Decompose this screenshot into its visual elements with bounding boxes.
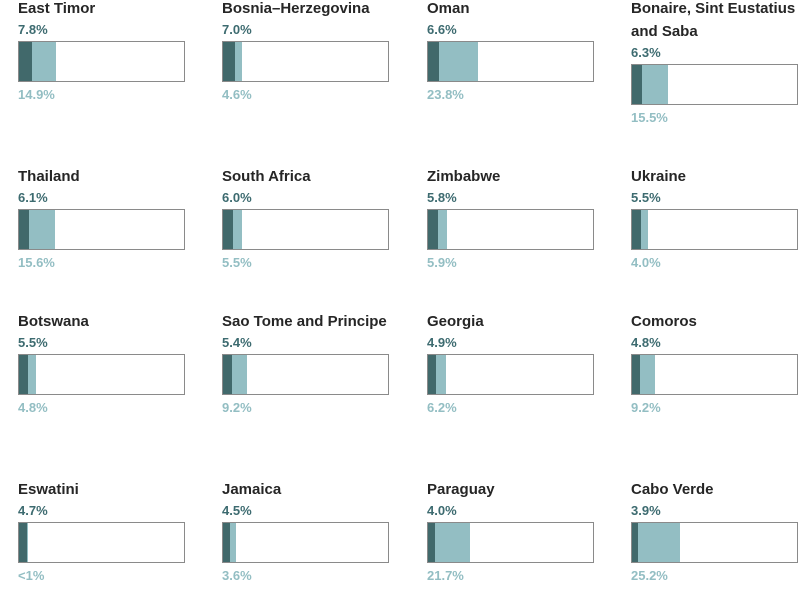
country-name: Botswana (18, 313, 89, 330)
value-label-primary: 4.5% (222, 503, 252, 518)
country-name: East Timor (18, 0, 96, 17)
value-label-primary: 5.5% (631, 190, 661, 205)
value-label-secondary: 5.5% (222, 255, 252, 270)
country-name: Cabo Verde (631, 481, 714, 498)
bar-track (222, 41, 389, 82)
country-name: Zimbabwe (427, 168, 501, 185)
bar-track (222, 209, 389, 250)
value-label-primary: 5.8% (427, 190, 457, 205)
country-name: Bosnia–Herzegovina (222, 0, 370, 17)
country-panel: Paraguay 4.0% 21.7% (427, 478, 602, 586)
bar-segment-primary (223, 42, 235, 81)
country-name: Bonaire, Sint Eustatius and Saba (631, 0, 796, 40)
bar-track (631, 354, 798, 395)
bar-segment-primary (428, 210, 438, 249)
country-panel: Oman 6.6% 23.8% (427, 0, 602, 105)
bar-track (631, 209, 798, 250)
country-panel: East Timor 7.8% 14.9% (18, 0, 193, 105)
value-label-secondary: 15.5% (631, 110, 668, 125)
country-name: Georgia (427, 313, 484, 330)
country-name: Ukraine (631, 168, 687, 185)
country-name: Paraguay (427, 481, 495, 498)
value-label-secondary: 4.8% (18, 400, 48, 415)
bar-track (427, 522, 594, 563)
bar-track (631, 522, 798, 563)
country-name: Comoros (631, 313, 697, 330)
country-panel: Botswana 5.5% 4.8% (18, 310, 193, 418)
country-name: Oman (427, 0, 470, 17)
country-name: Thailand (18, 168, 80, 185)
bar-track (427, 354, 594, 395)
country-panel: Cabo Verde 3.9% 25.2% (631, 478, 806, 586)
value-label-secondary: 25.2% (631, 568, 668, 583)
bar-segment-primary (19, 210, 30, 249)
country-panel: Ukraine 5.5% 4.0% (631, 165, 806, 273)
value-label-secondary: <1% (18, 568, 45, 583)
bar-track (18, 209, 185, 250)
bar-segment-primary (428, 523, 435, 562)
value-label-primary: 4.0% (427, 503, 457, 518)
bar-segment-primary (223, 210, 233, 249)
bar-track (18, 41, 185, 82)
bar-track (18, 522, 185, 563)
bar-segment-secondary (632, 523, 680, 562)
value-label-primary: 7.0% (222, 22, 252, 37)
value-label-secondary: 14.9% (18, 87, 55, 102)
country-name: Jamaica (222, 481, 282, 498)
bar-segment-primary (428, 42, 439, 81)
value-label-primary: 4.8% (631, 335, 661, 350)
country-panel: Georgia 4.9% 6.2% (427, 310, 602, 418)
country-panel: South Africa 6.0% 5.5% (222, 165, 397, 273)
bar-segment-primary (632, 210, 642, 249)
value-label-primary: 6.6% (427, 22, 457, 37)
value-label-secondary: 23.8% (427, 87, 464, 102)
value-label-primary: 6.3% (631, 45, 661, 60)
value-label-secondary: 5.9% (427, 255, 457, 270)
value-label-secondary: 4.6% (222, 87, 252, 102)
country-panel: Sao Tome and Principe 5.4% 9.2% (222, 310, 397, 418)
bar-segment-primary (632, 523, 639, 562)
country-panel: Comoros 4.8% 9.2% (631, 310, 806, 418)
bar-track (222, 354, 389, 395)
value-label-secondary: 3.6% (222, 568, 252, 583)
bar-track (222, 522, 389, 563)
value-label-primary: 4.9% (427, 335, 457, 350)
country-name: South Africa (222, 168, 311, 185)
country-panel: Eswatini 4.7% <1% (18, 478, 193, 586)
country-panel: Bosnia–Herzegovina 7.0% 4.6% (222, 0, 397, 105)
bar-segment-primary (632, 65, 643, 104)
country-panel: Jamaica 4.5% 3.6% (222, 478, 397, 586)
value-label-primary: 6.0% (222, 190, 252, 205)
country-panel: Thailand 6.1% 15.6% (18, 165, 193, 273)
country-panel: Zimbabwe 5.8% 5.9% (427, 165, 602, 273)
value-label-secondary: 9.2% (631, 400, 661, 415)
value-label-secondary: 6.2% (427, 400, 457, 415)
bar-segment-primary (223, 523, 231, 562)
bar-track (631, 64, 798, 105)
value-label-secondary: 21.7% (427, 568, 464, 583)
value-label-primary: 7.8% (18, 22, 48, 37)
value-label-primary: 6.1% (18, 190, 48, 205)
country-panel: Bonaire, Sint Eustatius and Saba 6.3% 15.5… (631, 0, 806, 128)
bar-track (427, 41, 594, 82)
bar-segment-secondary (428, 523, 471, 562)
value-label-secondary: 4.0% (631, 255, 661, 270)
value-label-primary: 5.4% (222, 335, 252, 350)
value-label-primary: 5.5% (18, 335, 48, 350)
value-label-secondary: 9.2% (222, 400, 252, 415)
country-name: Sao Tome and Principe (222, 313, 387, 330)
value-label-primary: 3.9% (631, 503, 661, 518)
country-name: Eswatini (18, 481, 79, 498)
value-label-primary: 4.7% (18, 503, 48, 518)
bar-segment-primary (223, 355, 232, 394)
bar-segment-primary (19, 355, 29, 394)
bar-segment-primary (19, 42, 32, 81)
value-label-secondary: 15.6% (18, 255, 55, 270)
bar-segment-primary (428, 355, 437, 394)
bar-segment-primary (19, 523, 27, 562)
bar-segment-primary (632, 355, 640, 394)
bar-track (18, 354, 185, 395)
bar-track (427, 209, 594, 250)
